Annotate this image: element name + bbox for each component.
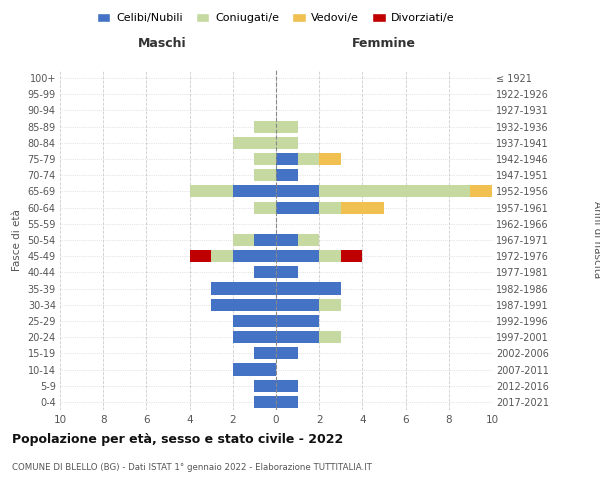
Bar [276,234,298,246]
Text: Popolazione per età, sesso e stato civile - 2022: Popolazione per età, sesso e stato civil… [12,432,343,446]
Bar [276,186,319,198]
Bar [276,137,298,149]
Bar [254,153,276,165]
Bar [233,331,276,343]
Bar [233,315,276,327]
Bar [254,169,276,181]
Bar [319,202,341,213]
Bar [319,153,341,165]
Bar [276,266,298,278]
Bar [341,202,384,213]
Bar [233,364,276,376]
Bar [190,186,233,198]
Bar [254,234,276,246]
Text: Femmine: Femmine [352,37,416,50]
Bar [276,315,319,327]
Bar [276,120,298,132]
Legend: Celibi/Nubili, Coniugati/e, Vedovi/e, Divorziati/e: Celibi/Nubili, Coniugati/e, Vedovi/e, Di… [93,8,459,28]
Bar [211,298,276,311]
Bar [319,186,470,198]
Bar [276,380,298,392]
Y-axis label: Fasce di età: Fasce di età [12,209,22,271]
Bar [276,169,298,181]
Bar [298,234,319,246]
Bar [233,137,276,149]
Bar [211,250,233,262]
Bar [470,186,492,198]
Bar [319,250,341,262]
Bar [254,266,276,278]
Bar [254,202,276,213]
Bar [190,250,211,262]
Bar [233,250,276,262]
Bar [276,298,319,311]
Bar [319,331,341,343]
Bar [233,234,254,246]
Bar [254,120,276,132]
Text: COMUNE DI BLELLO (BG) - Dati ISTAT 1° gennaio 2022 - Elaborazione TUTTITALIA.IT: COMUNE DI BLELLO (BG) - Dati ISTAT 1° ge… [12,462,372,471]
Text: Maschi: Maschi [137,37,187,50]
Bar [276,348,298,360]
Bar [211,282,276,294]
Bar [233,186,276,198]
Bar [276,202,319,213]
Bar [276,331,319,343]
Bar [341,250,362,262]
Bar [319,298,341,311]
Bar [254,348,276,360]
Bar [298,153,319,165]
Text: Anni di nascita: Anni di nascita [592,202,600,278]
Bar [276,153,298,165]
Bar [276,396,298,408]
Bar [254,380,276,392]
Bar [254,396,276,408]
Bar [276,282,341,294]
Bar [276,250,319,262]
